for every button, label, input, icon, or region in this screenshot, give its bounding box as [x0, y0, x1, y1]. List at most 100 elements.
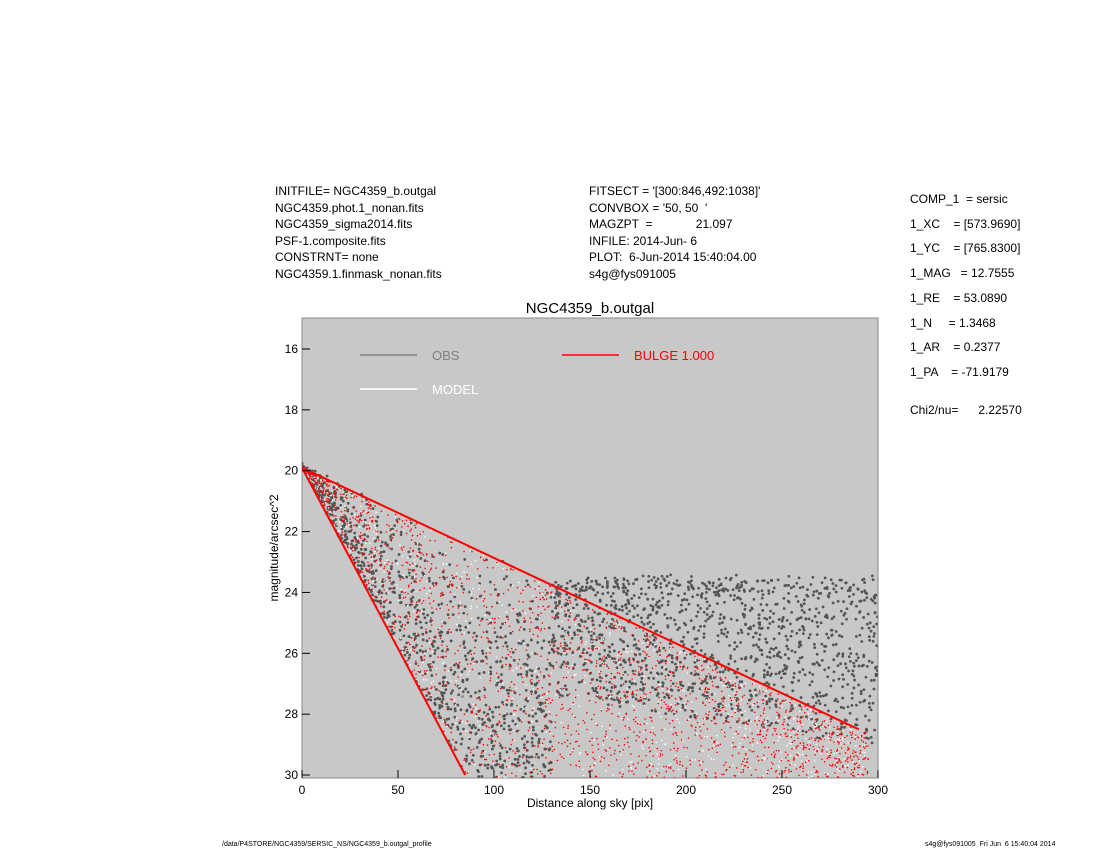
model-point	[496, 733, 498, 736]
obs-point	[441, 697, 445, 701]
model-point	[701, 669, 703, 672]
model-point	[502, 592, 505, 595]
model-point	[627, 673, 629, 676]
model-point	[407, 525, 409, 528]
obs-point	[823, 645, 826, 648]
model-point	[583, 668, 586, 671]
model-point	[694, 670, 696, 672]
obs-point	[700, 595, 704, 599]
model-point	[445, 655, 447, 658]
obs-point	[626, 644, 630, 648]
obs-point	[789, 709, 793, 712]
model-point	[485, 724, 487, 727]
model-point	[668, 672, 671, 675]
obs-point	[393, 524, 397, 528]
obs-point	[856, 587, 860, 591]
obs-point	[525, 755, 529, 759]
obs-point	[623, 660, 627, 664]
model-point	[768, 693, 771, 696]
model-point	[835, 765, 838, 768]
model-point	[738, 772, 741, 775]
model-point	[407, 585, 410, 588]
model-point	[510, 743, 512, 746]
model-point	[314, 481, 317, 484]
model-point	[762, 699, 765, 701]
model-point	[546, 658, 549, 661]
obs-point	[748, 609, 752, 612]
obs-point	[477, 770, 480, 774]
obs-point	[655, 611, 658, 615]
model-point	[460, 688, 462, 691]
obs-point	[789, 622, 792, 626]
obs-point	[839, 609, 843, 613]
model-point	[336, 523, 338, 526]
model-point	[620, 653, 623, 656]
obs-point	[351, 539, 355, 543]
obs-point	[494, 639, 498, 643]
obs-point	[471, 753, 475, 757]
model-point	[528, 607, 531, 610]
model-point	[767, 687, 769, 690]
obs-point	[776, 578, 780, 582]
obs-point	[675, 579, 679, 583]
obs-point	[777, 618, 781, 621]
obs-point	[798, 656, 802, 660]
model-point	[668, 766, 670, 769]
obs-point	[549, 663, 553, 667]
model-point	[369, 522, 371, 525]
obs-point	[624, 591, 628, 595]
obs-point	[522, 627, 526, 631]
obs-point	[558, 599, 561, 603]
model-point	[719, 743, 722, 746]
obs-point	[604, 656, 608, 660]
obs-point	[837, 652, 841, 656]
obs-point	[799, 696, 803, 699]
obs-point	[477, 728, 481, 732]
model-point	[413, 569, 416, 571]
obs-point	[423, 616, 427, 620]
obs-point	[567, 596, 571, 599]
model-point	[723, 731, 726, 734]
model-point	[536, 653, 539, 656]
model-point	[399, 578, 402, 581]
obs-point	[524, 698, 528, 701]
obs-point	[682, 649, 686, 653]
model-point	[611, 704, 613, 706]
obs-point	[811, 593, 815, 597]
model-point	[415, 673, 417, 675]
obs-point	[764, 694, 768, 698]
model-point	[655, 689, 658, 691]
model-point	[867, 758, 870, 760]
model-point	[841, 739, 844, 742]
model-point	[460, 582, 463, 585]
obs-point	[659, 585, 663, 589]
model-point	[562, 707, 564, 709]
model-point	[453, 700, 455, 702]
model-point	[749, 728, 751, 731]
model-point	[722, 773, 725, 776]
model-point	[578, 745, 580, 747]
model-point	[790, 743, 792, 745]
model-point	[863, 737, 866, 739]
model-point	[547, 674, 550, 676]
model-point	[403, 522, 406, 525]
obs-point	[602, 686, 606, 690]
obs-point	[757, 621, 761, 625]
obs-point	[554, 580, 558, 584]
model-point	[484, 696, 487, 699]
marks	[302, 461, 878, 778]
model-point	[809, 716, 812, 718]
model-point	[808, 748, 811, 750]
obs-point	[705, 587, 709, 590]
obs-point	[867, 626, 871, 630]
model-point	[597, 743, 599, 745]
model-point	[423, 652, 426, 655]
model-point	[738, 746, 740, 749]
obs-point	[542, 764, 546, 768]
model-point	[735, 673, 737, 675]
model-point	[789, 734, 792, 736]
model-point	[548, 720, 550, 722]
model-point	[529, 628, 531, 631]
model-point	[660, 706, 663, 709]
obs-point	[632, 594, 636, 597]
